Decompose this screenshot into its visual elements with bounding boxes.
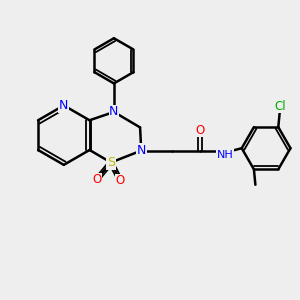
- Text: O: O: [92, 173, 101, 186]
- Text: O: O: [116, 174, 125, 188]
- Text: Cl: Cl: [274, 100, 286, 113]
- Text: N: N: [109, 106, 119, 118]
- Text: O: O: [195, 124, 204, 137]
- Text: S: S: [107, 156, 115, 169]
- Text: NH: NH: [217, 150, 234, 160]
- Text: N: N: [59, 99, 68, 112]
- Text: N: N: [136, 144, 146, 157]
